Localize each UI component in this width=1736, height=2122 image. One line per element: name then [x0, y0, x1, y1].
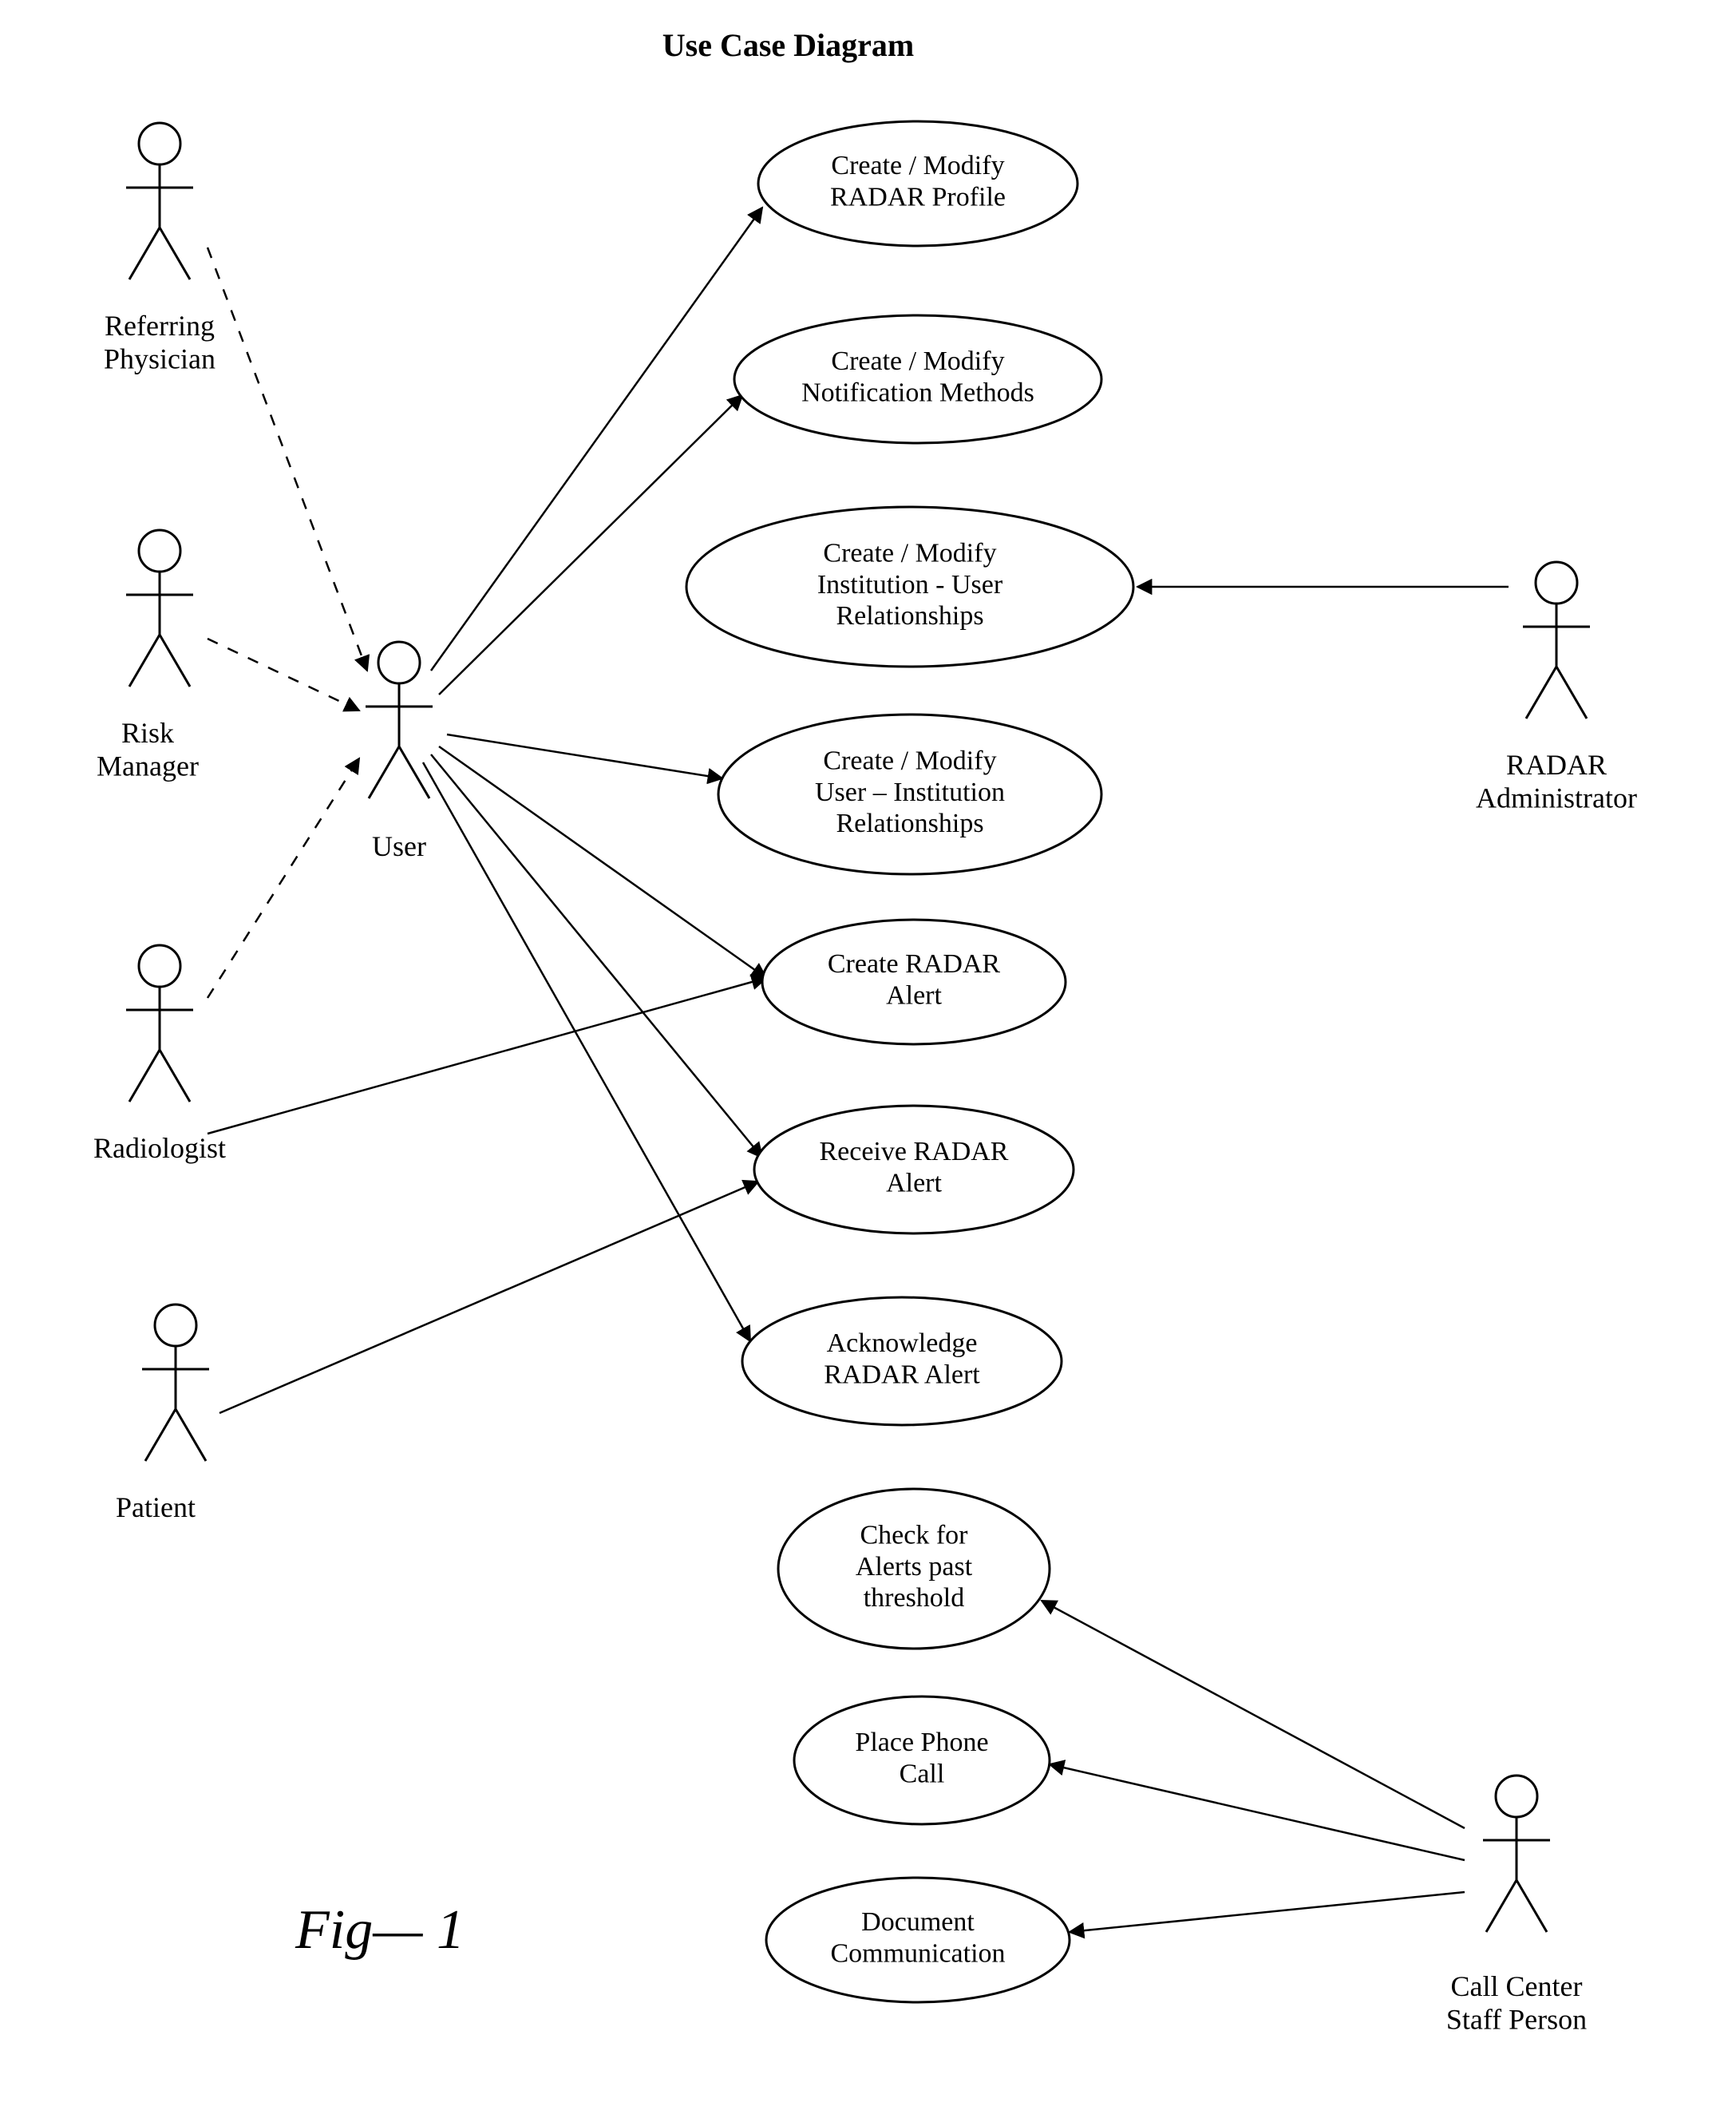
- figure-label: Fig— 1: [295, 1899, 465, 1961]
- actor-label: RiskManager: [97, 717, 199, 782]
- edge: [208, 247, 367, 671]
- edge: [1050, 1764, 1465, 1860]
- actor-label: Call CenterStaff Person: [1446, 1970, 1587, 2035]
- actor-radar_admin: RADARAdministrator: [1476, 562, 1637, 814]
- actor-label: Patient: [116, 1491, 196, 1523]
- actor-label: Radiologist: [93, 1132, 226, 1164]
- use-case-label: Create / ModifyInstitution - UserRelatio…: [817, 539, 1003, 631]
- actor-label: RADARAdministrator: [1476, 749, 1637, 814]
- use-case-diagram: Use Case DiagramCreate / ModifyRADAR Pro…: [0, 0, 1736, 2122]
- edge: [1042, 1601, 1465, 1828]
- edge: [208, 639, 359, 711]
- edge: [208, 978, 766, 1134]
- edge: [439, 395, 742, 695]
- edge: [219, 1182, 758, 1413]
- actor-call_center: Call CenterStaff Person: [1446, 1776, 1587, 2035]
- actor-label: User: [372, 830, 426, 862]
- diagram-title: Use Case Diagram: [662, 27, 915, 63]
- actor-risk_manager: RiskManager: [97, 530, 199, 782]
- edge: [431, 754, 762, 1158]
- actor-user: User: [366, 642, 433, 862]
- actor-label: ReferringPhysician: [104, 310, 216, 374]
- edge: [1070, 1892, 1465, 1932]
- use-case-label: Check forAlerts pastthreshold: [856, 1521, 973, 1613]
- use-case-label: Create / ModifyUser – InstitutionRelatio…: [815, 746, 1005, 838]
- edge: [208, 758, 359, 998]
- edge: [447, 734, 722, 778]
- actor-referring_physician: ReferringPhysician: [104, 123, 216, 374]
- edge: [439, 746, 766, 978]
- actor-radiologist: Radiologist: [93, 945, 226, 1164]
- actor-patient: Patient: [116, 1304, 209, 1523]
